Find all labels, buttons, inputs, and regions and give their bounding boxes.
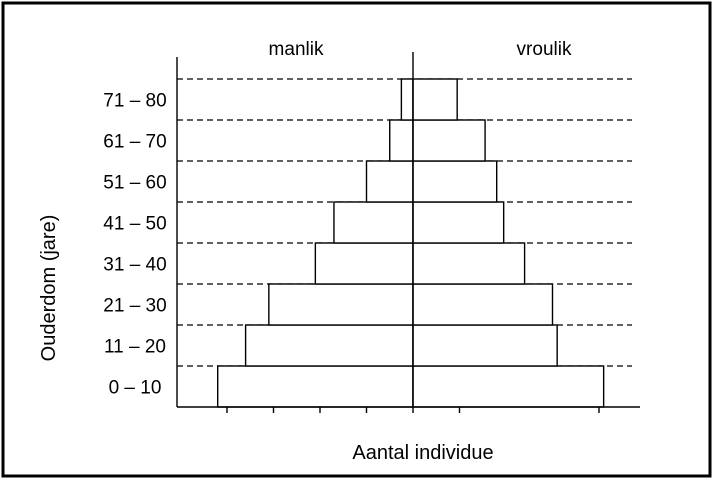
category-labels: 0 – 10 11 – 20 21 – 30 31 – 40 41 – 50 51 – 6… xyxy=(103,91,166,399)
bar-vroulik xyxy=(412,78,458,121)
bar-manlik xyxy=(244,324,414,367)
bar-manlik xyxy=(333,201,414,244)
x-ticks xyxy=(226,407,600,413)
bar-manlik xyxy=(268,283,414,326)
group-label-right: vroulik xyxy=(517,39,572,60)
outer-border xyxy=(1,1,712,478)
category-label: 0 – 10 xyxy=(109,378,162,399)
bar-vroulik xyxy=(412,283,554,326)
bar-vroulik xyxy=(412,242,526,285)
bar-manlik xyxy=(389,119,414,162)
bar-vroulik xyxy=(412,324,558,367)
bar-manlik xyxy=(216,365,414,408)
y-axis-label: Ouderdom (jare) xyxy=(38,215,60,362)
bar-vroulik xyxy=(412,365,605,408)
axes xyxy=(176,52,640,408)
category-label: 21 – 30 xyxy=(103,296,166,317)
bar-manlik xyxy=(314,242,414,285)
category-label: 61 – 70 xyxy=(103,132,166,153)
bars xyxy=(216,78,605,408)
category-label: 71 – 80 xyxy=(103,91,166,112)
bar-manlik xyxy=(365,160,414,203)
category-label: 41 – 50 xyxy=(103,214,166,235)
group-label-left: manlik xyxy=(269,39,324,60)
bar-vroulik xyxy=(412,160,498,203)
bar-vroulik xyxy=(412,119,486,162)
category-label: 51 – 60 xyxy=(103,173,166,194)
category-label: 11 – 20 xyxy=(104,337,166,358)
category-label: 31 – 40 xyxy=(103,255,166,276)
bar-vroulik xyxy=(412,201,505,244)
x-axis-label: Aantal individue xyxy=(352,442,493,464)
bar-manlik xyxy=(400,78,414,121)
